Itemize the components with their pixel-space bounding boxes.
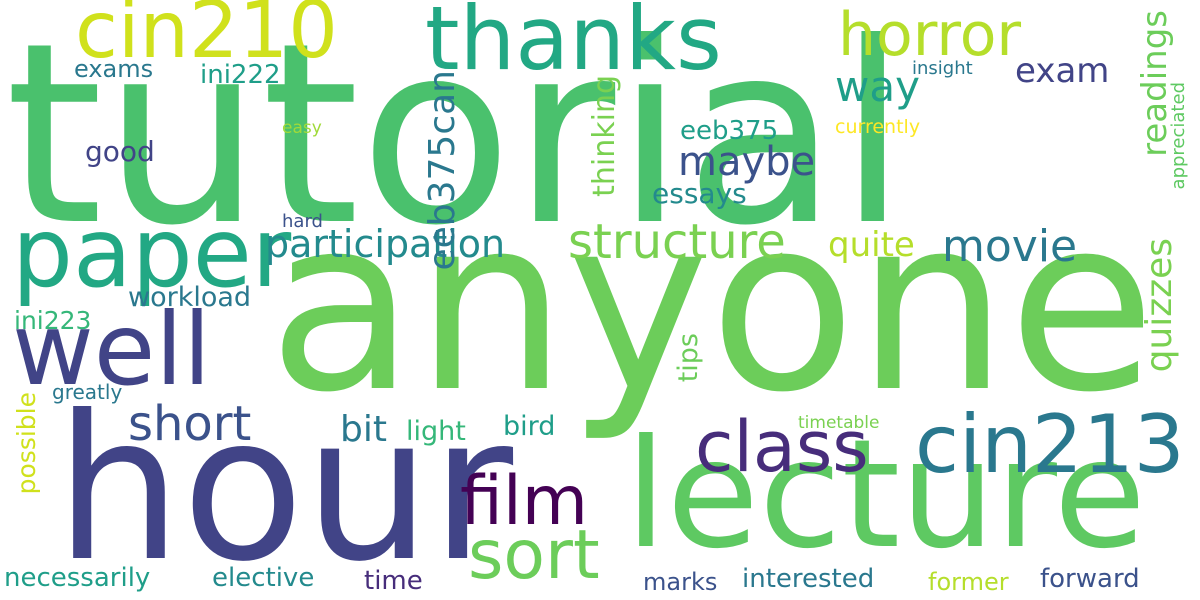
word-anyone: anyone [268, 165, 1156, 445]
word-currently: currently [835, 116, 921, 138]
word-workload: workload [128, 282, 252, 313]
word-class: class [695, 406, 869, 488]
word-short: short [128, 396, 252, 452]
word-light: light [406, 416, 466, 447]
word-forward: forward [1040, 564, 1140, 594]
word-readings: readings [1135, 10, 1175, 157]
word-ini222: ini222 [200, 60, 281, 90]
word-eeb375: eeb375 [680, 116, 779, 146]
word-lecture: lecture [625, 408, 1146, 582]
word-necessarily: necessarily [4, 563, 151, 593]
word-paper: paper [12, 197, 292, 309]
word-exams: exams [74, 55, 154, 83]
word-thanks: thanks [425, 0, 722, 90]
word-time: time [364, 566, 423, 596]
word-bit: bit [340, 409, 387, 450]
word-hard: hard [282, 211, 323, 232]
word-possible: possible [12, 392, 41, 495]
word-quite: quite [828, 225, 915, 265]
word-structure: structure [568, 214, 786, 270]
word-thinking: thinking [587, 75, 622, 197]
word-horror: horror [838, 0, 1022, 70]
word-sort: sort [468, 516, 600, 595]
word-bird: bird [503, 411, 556, 442]
word-timetable: timetable [798, 413, 880, 433]
word-cin210: cin210 [75, 0, 338, 76]
word-hour: hour [55, 373, 514, 600]
word-good: good [85, 135, 155, 168]
word-marks: marks [643, 568, 718, 596]
word-maybe: maybe [678, 139, 816, 185]
word-cin213: cin213 [915, 398, 1185, 491]
word-former: former [928, 568, 1009, 596]
word-interested: interested [742, 564, 875, 594]
word-ini223: ini223 [14, 306, 92, 335]
word-participation: participation [265, 222, 506, 266]
word-appreciated: appreciated [1168, 82, 1189, 190]
word-exam: exam [1015, 51, 1110, 91]
word-insight: insight [912, 58, 973, 79]
word-well: well [12, 291, 211, 408]
word-essays: essays [652, 177, 747, 210]
word-tips: tips [673, 333, 704, 383]
word-film: film [460, 462, 588, 541]
word-way: way [835, 62, 920, 111]
word-quizzes: quizzes [1139, 238, 1180, 373]
word-eeb375can: eeb375can [422, 70, 463, 271]
word-greatly: greatly [52, 380, 123, 404]
word-tutorial: tutorial [5, 0, 908, 280]
word-movie: movie [942, 221, 1078, 272]
word-elective: elective [212, 563, 315, 593]
word-easy: easy [282, 118, 322, 138]
